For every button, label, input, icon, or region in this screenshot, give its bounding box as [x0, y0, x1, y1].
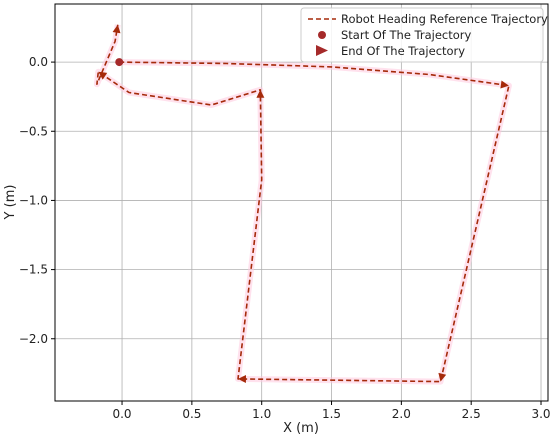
trajectory-arrowhead: [256, 89, 265, 98]
y-tick-label: 0.0: [29, 55, 48, 69]
trajectory-arrowhead: [112, 24, 121, 34]
reference-trajectory-line: [96, 24, 510, 383]
trajectory-markers: [98, 24, 509, 383]
axis-ticks: 0.0 0.5 1.0 1.5 2.0 2.5 3.0 0.0 −0.5 −1.0 −1.5 −2.0: [19, 55, 550, 421]
x-tick-label: 2.5: [462, 407, 481, 421]
trajectory-arrowhead: [98, 71, 108, 80]
plot-frame: [54, 3, 549, 402]
x-tick-label: 1.5: [322, 407, 341, 421]
legend: Robot Heading Reference Trajectory Start…: [300, 7, 548, 63]
legend-label-start: Start Of The Trajectory: [341, 28, 472, 42]
trajectory-series: [96, 24, 510, 383]
y-tick-label: −1.0: [19, 193, 48, 207]
x-tick-label: 0.5: [182, 407, 201, 421]
legend-label-end: End Of The Trajectory: [341, 44, 465, 58]
x-tick-label: 0.0: [112, 407, 131, 421]
trajectory-arrowhead: [238, 375, 246, 383]
x-tick-label: 1.0: [252, 407, 271, 421]
trajectory-arrowhead: [438, 372, 447, 382]
legend-swatch-end: [316, 45, 328, 56]
y-axis-title: Y (m): [3, 185, 18, 221]
y-tick-label: −1.5: [19, 263, 48, 277]
trajectory-arrowhead: [500, 80, 509, 89]
y-tick-label: −0.5: [19, 124, 48, 138]
y-tick-label: −2.0: [19, 332, 48, 346]
legend-label-reference: Robot Heading Reference Trajectory: [341, 12, 548, 26]
start-marker: [115, 58, 124, 67]
x-axis-title: X (m): [283, 421, 319, 436]
x-tick-label: 2.0: [392, 407, 411, 421]
legend-swatch-start: [318, 31, 326, 39]
legend-box: [300, 7, 544, 63]
x-tick-label: 3.0: [531, 407, 550, 421]
